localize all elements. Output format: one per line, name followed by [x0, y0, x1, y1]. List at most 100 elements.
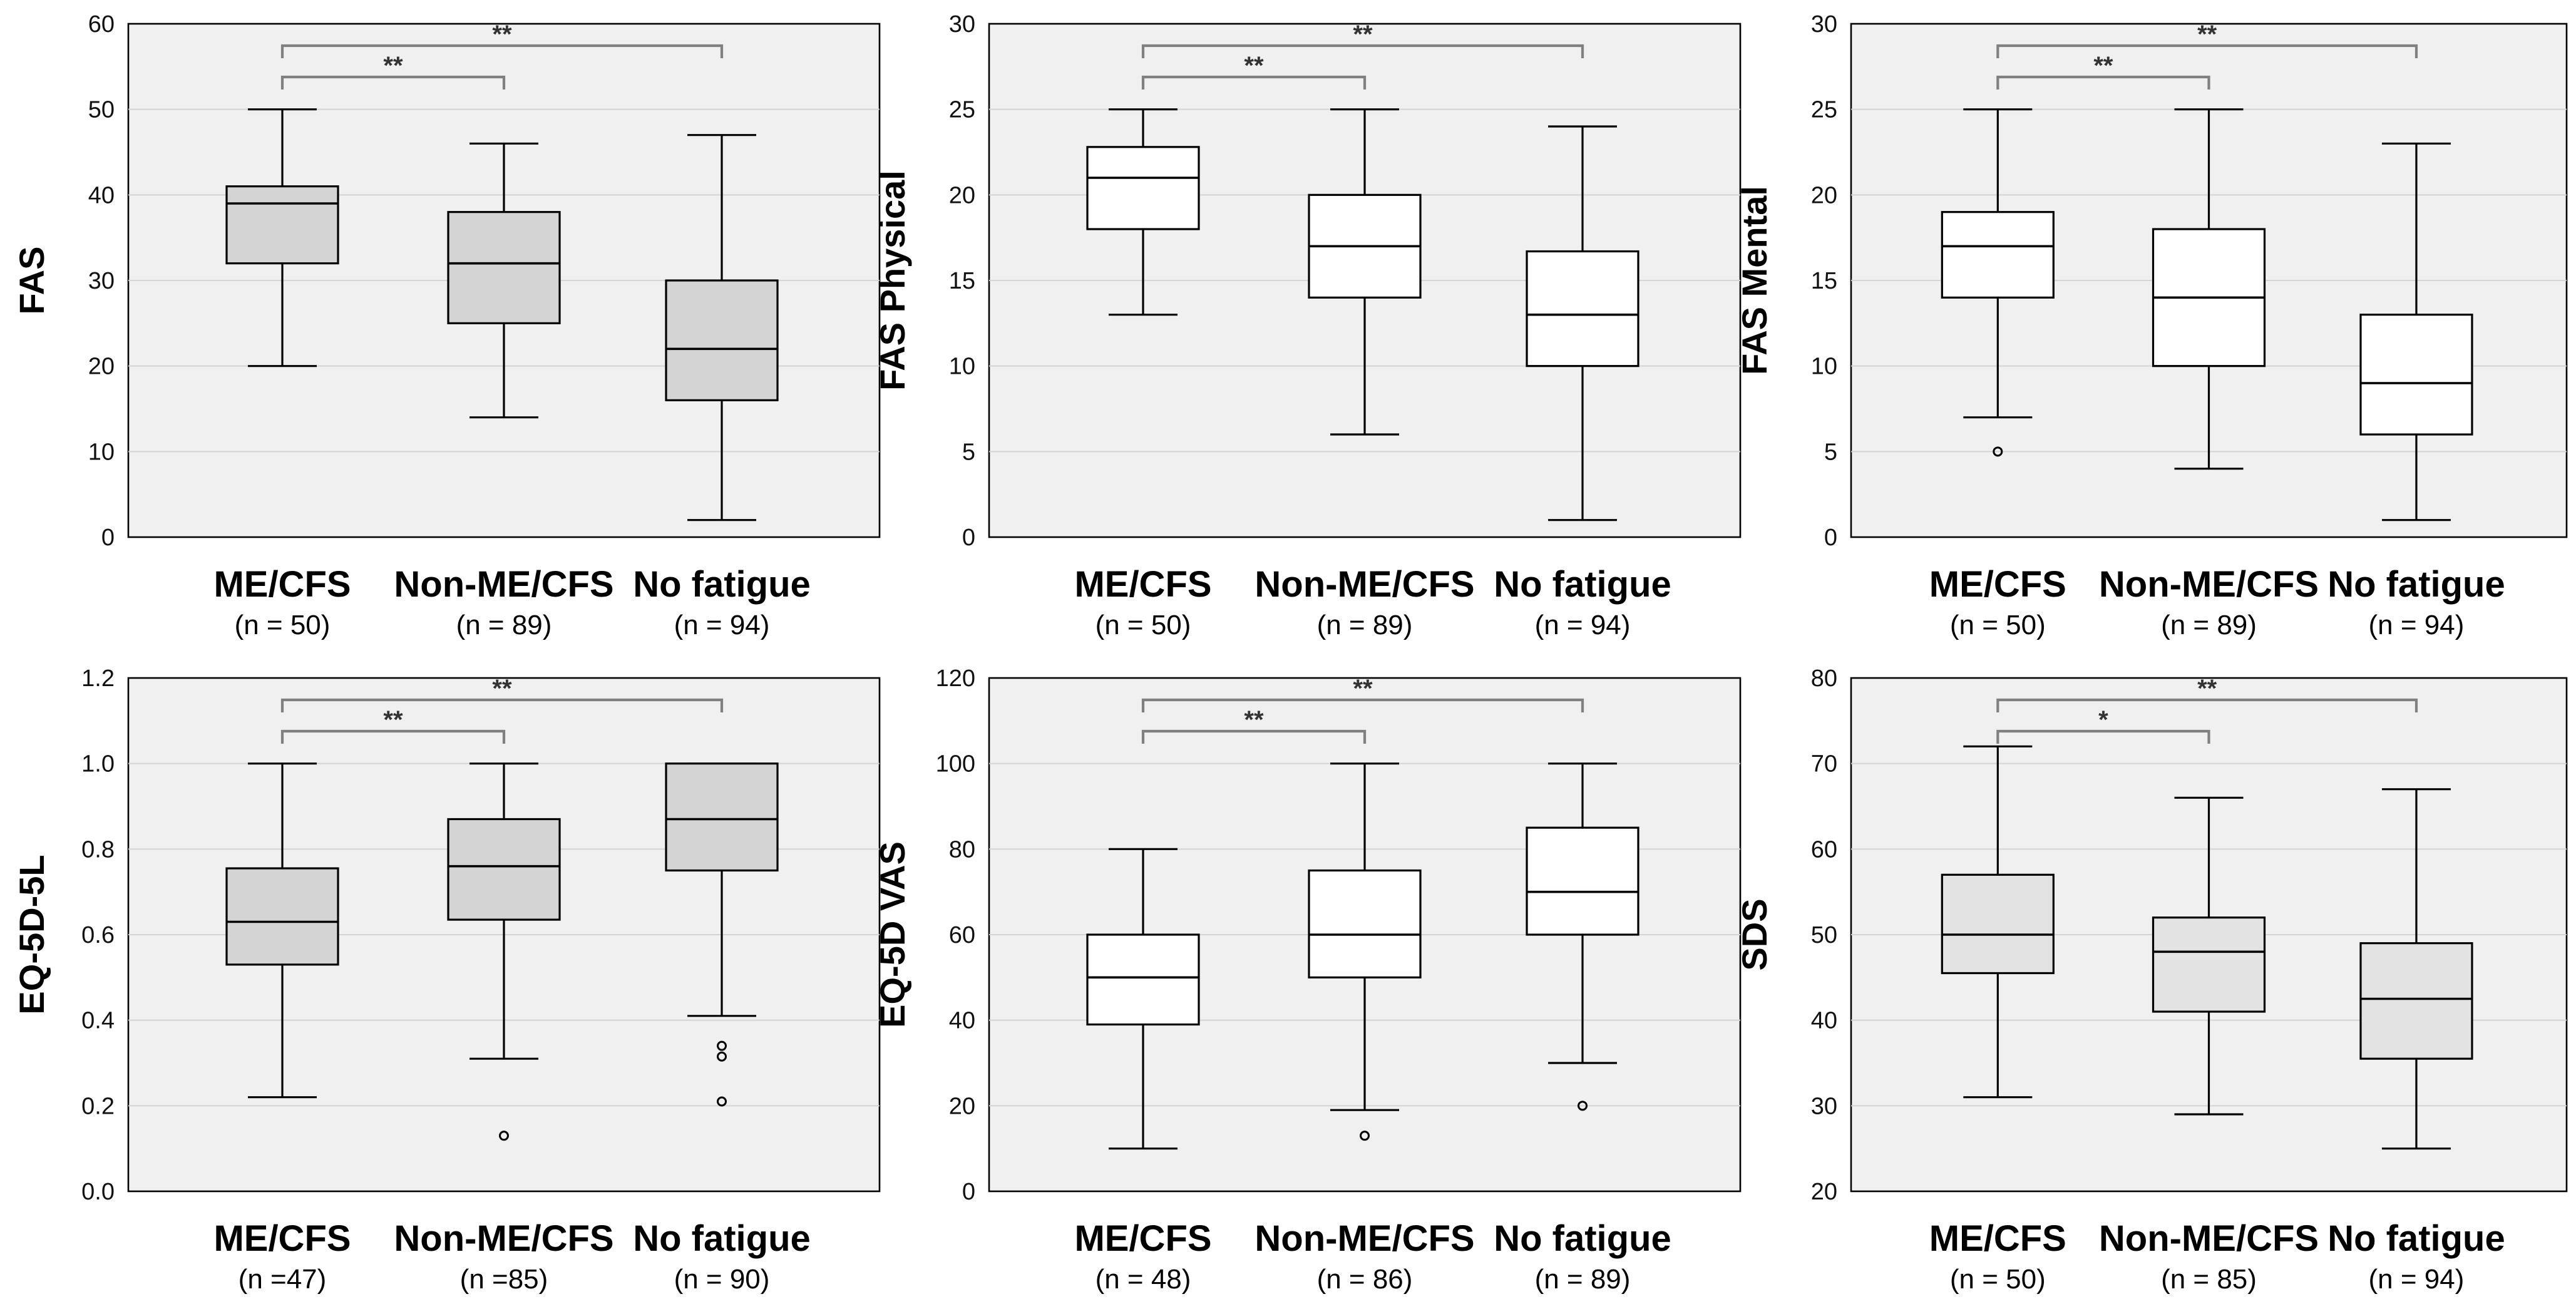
- outlier-point: [1578, 1101, 1588, 1111]
- sample-size-label: (n = 94): [674, 610, 770, 640]
- box-3: [665, 134, 779, 521]
- y-tick-label: 80: [949, 836, 975, 863]
- iqr-box: [2359, 942, 2473, 1060]
- y-tick-label: 15: [949, 268, 975, 294]
- significance-label: **: [1353, 675, 1373, 702]
- category-label: Non-ME/CFS: [394, 1218, 613, 1259]
- iqr-box: [2359, 314, 2473, 436]
- box-1: [225, 108, 339, 367]
- category-label: Non-ME/CFS: [1255, 1218, 1474, 1259]
- y-tick-label: 100: [936, 751, 975, 778]
- y-tick-label: 20: [88, 354, 115, 380]
- category-label: ME/CFS: [1929, 1218, 2066, 1259]
- significance-label: **: [2197, 675, 2217, 702]
- box-3: [1526, 762, 1640, 1111]
- sample-size-label: (n = 50): [1950, 1264, 2046, 1295]
- iqr-box: [447, 211, 561, 324]
- sample-size-label: (n =47): [239, 1264, 327, 1295]
- sample-size-label: (n =85): [460, 1264, 548, 1295]
- box-1: [1941, 108, 2055, 457]
- iqr-box: [2152, 916, 2266, 1013]
- box-3: [1526, 125, 1640, 521]
- box-2: [447, 142, 561, 419]
- y-tick-label: 25: [1811, 97, 1837, 123]
- y-tick-label: 10: [1811, 354, 1837, 380]
- sample-size-label: (n = 94): [1535, 610, 1631, 640]
- y-tick-label: 60: [88, 11, 115, 38]
- y-tick-label: 0.4: [81, 1008, 115, 1034]
- y-tick-label: 0.0: [81, 1179, 115, 1205]
- category-label: ME/CFS: [213, 564, 351, 605]
- chart-panel-1: 0 10 20 30 40 50 60 FAS ME/CFS (n = 50) Non-ME/CFS…: [12, 11, 881, 640]
- y-axis-label: FAS Mental: [1735, 186, 1774, 375]
- box-2: [2152, 796, 2266, 1116]
- sample-size-label: (n = 85): [2161, 1264, 2257, 1295]
- y-tick-label: 120: [936, 665, 975, 692]
- box-3: [2359, 142, 2473, 521]
- chart-panel-2: 0 5 10 15 20 25 30 FAS Physical ME/CFS (n = 50) No…: [873, 11, 1742, 640]
- y-tick-label: 0.2: [81, 1093, 115, 1119]
- chart-panel-6: 20 30 40 50 60 70 80 SDS ME/CFS (n = 50) Non-ME/CF…: [1735, 665, 2568, 1295]
- significance-label: **: [2197, 21, 2217, 48]
- y-tick-label: 25: [949, 97, 975, 123]
- outlier-point: [1360, 1131, 1370, 1141]
- chart-panel-4: 0.0 0.2 0.4 0.6 0.8 1.0 1.2 EQ-5D-5L ME/CFS (n =4…: [12, 665, 881, 1295]
- outlier-point: [717, 1040, 727, 1051]
- category-label: Non-ME/CFS: [2099, 1218, 2319, 1259]
- significance-label: **: [1244, 52, 1264, 80]
- y-tick-label: 40: [949, 1008, 975, 1034]
- y-tick-label: 5: [962, 439, 975, 465]
- iqr-box: [225, 867, 339, 966]
- significance-label: *: [2098, 706, 2108, 734]
- y-tick-label: 70: [1811, 751, 1837, 778]
- box-1: [1941, 745, 2055, 1099]
- sample-size-label: (n = 48): [1096, 1264, 1191, 1295]
- significance-bracket: [1996, 44, 2418, 58]
- sample-size-label: (n = 89): [1535, 1264, 1631, 1295]
- y-tick-label: 0: [962, 525, 975, 551]
- box-3: [2359, 788, 2473, 1150]
- y-tick-label: 20: [1811, 182, 1837, 208]
- significance-bracket: [1141, 75, 1367, 90]
- box-2: [1308, 762, 1422, 1141]
- category-label: No fatigue: [2327, 1218, 2505, 1259]
- y-axis-label: FAS: [12, 247, 51, 315]
- y-tick-label: 0: [101, 525, 115, 551]
- y-tick-label: 0.8: [81, 836, 115, 863]
- significance-label: **: [492, 21, 512, 48]
- significance-bracket: [1141, 698, 1584, 712]
- y-tick-label: 30: [1811, 1093, 1837, 1119]
- iqr-box: [1941, 873, 2055, 975]
- significance-bracket: [1996, 75, 2210, 90]
- category-label: No fatigue: [2327, 564, 2505, 605]
- y-tick-label: 50: [88, 97, 115, 123]
- y-tick-label: 10: [88, 439, 115, 465]
- box-3: [665, 762, 779, 1107]
- iqr-box: [1526, 250, 1640, 367]
- iqr-box: [1086, 933, 1200, 1026]
- significance-bracket: [280, 44, 724, 58]
- sample-size-label: (n = 94): [2369, 1264, 2465, 1295]
- significance-bracket: [1996, 698, 2418, 712]
- y-axis-label: EQ-5D-5L: [12, 855, 51, 1014]
- category-label: ME/CFS: [1074, 1218, 1211, 1259]
- y-tick-label: 0: [962, 1179, 975, 1205]
- sample-size-label: (n = 89): [1317, 610, 1413, 640]
- outlier-point: [499, 1131, 509, 1141]
- iqr-box: [225, 185, 339, 265]
- iqr-box: [665, 762, 779, 872]
- y-tick-label: 20: [949, 182, 975, 208]
- sample-size-label: (n = 50): [235, 610, 331, 640]
- y-tick-label: 0.6: [81, 922, 115, 948]
- iqr-box: [447, 818, 561, 921]
- y-tick-label: 15: [1811, 268, 1837, 294]
- y-tick-label: 30: [1811, 11, 1837, 38]
- significance-label: **: [2093, 52, 2113, 80]
- iqr-box: [1086, 146, 1200, 230]
- category-label: Non-ME/CFS: [394, 564, 613, 605]
- category-label: No fatigue: [633, 1218, 811, 1259]
- chart-panel-3: 0 5 10 15 20 25 30 FAS Mental ME/CFS (n = 50) Non-…: [1735, 11, 2568, 640]
- y-tick-label: 40: [1811, 1008, 1837, 1034]
- y-tick-label: 20: [1811, 1179, 1837, 1205]
- y-tick-label: 80: [1811, 665, 1837, 692]
